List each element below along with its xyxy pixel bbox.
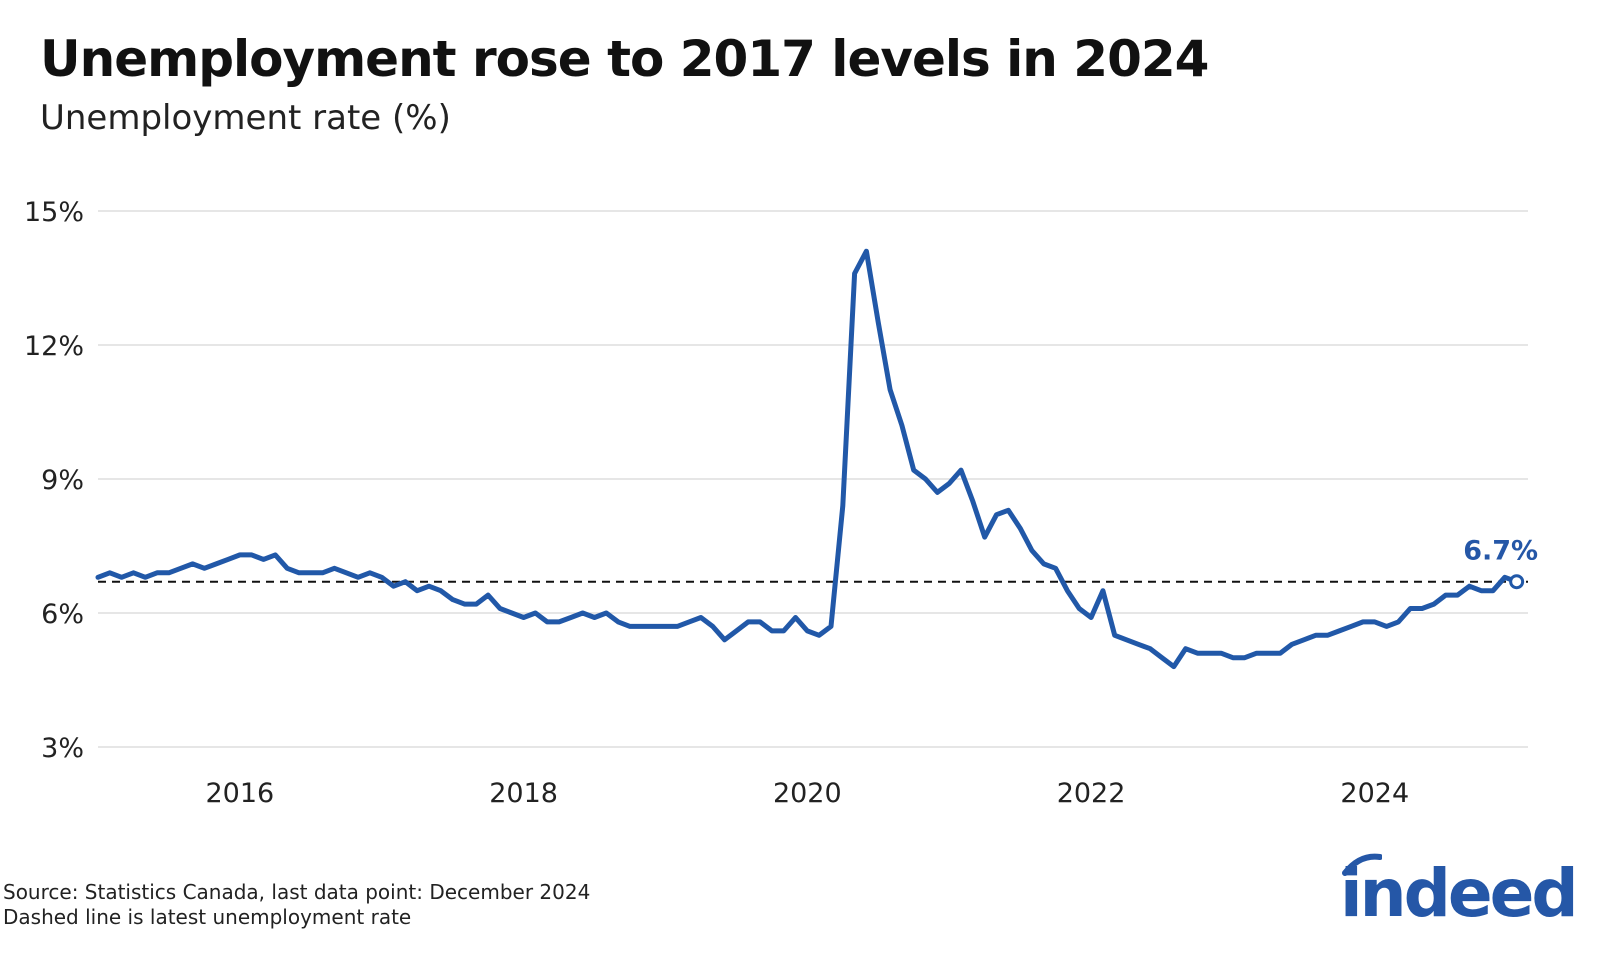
x-tick-label: 2016	[206, 778, 275, 809]
last-value-label: 6.7%	[1463, 536, 1538, 567]
unemployment-rate-line	[95, 248, 1520, 670]
indeed-logo: indeed	[1340, 852, 1579, 936]
x-axis-ticks: 2016 2018 2020 2022 2024	[206, 778, 1410, 809]
gridlines	[98, 210, 1528, 748]
logo-arc-icon	[1342, 853, 1382, 876]
y-tick-label: 12%	[24, 331, 84, 362]
chart-subtitle: Unemployment rate (%)	[40, 98, 451, 138]
x-tick-label: 2018	[489, 778, 558, 809]
y-tick-label: 6%	[41, 599, 84, 630]
source-note: Source: Statistics Canada, last data poi…	[3, 880, 591, 904]
y-tick-label: 3%	[41, 733, 84, 764]
logo-wordmark: indeed	[1340, 855, 1579, 932]
y-axis-ticks: 3% 6% 9% 12% 15%	[24, 197, 84, 764]
x-tick-label: 2024	[1340, 778, 1409, 809]
chart-title: Unemployment rose to 2017 levels in 2024	[40, 30, 1209, 88]
x-tick-label: 2020	[773, 778, 842, 809]
last-data-point-marker	[1509, 574, 1525, 590]
data-points	[96, 249, 1520, 669]
x-tick-label: 2022	[1057, 778, 1126, 809]
y-tick-label: 9%	[41, 465, 84, 496]
dashed-line-note: Dashed line is latest unemployment rate	[3, 905, 412, 929]
y-tick-label: 15%	[24, 197, 84, 228]
